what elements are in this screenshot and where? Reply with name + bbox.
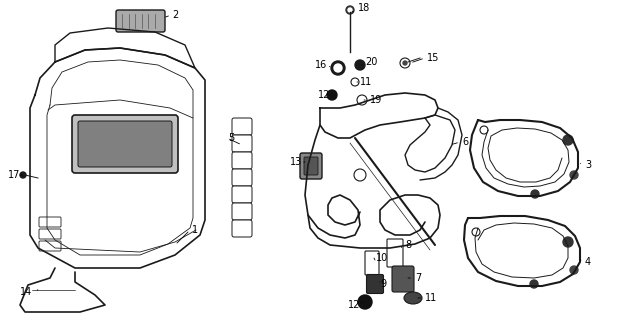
Circle shape <box>348 8 352 12</box>
Circle shape <box>346 6 354 14</box>
FancyBboxPatch shape <box>39 229 61 239</box>
Text: 17: 17 <box>8 170 20 180</box>
Circle shape <box>570 171 578 179</box>
Text: 2: 2 <box>172 10 178 20</box>
Circle shape <box>530 280 538 288</box>
Circle shape <box>20 172 26 178</box>
Circle shape <box>570 266 578 274</box>
Text: 4: 4 <box>585 257 591 267</box>
Text: 14: 14 <box>20 287 32 297</box>
FancyBboxPatch shape <box>232 152 252 169</box>
Circle shape <box>474 230 478 234</box>
Circle shape <box>355 60 365 70</box>
Circle shape <box>482 128 486 132</box>
Text: 3: 3 <box>585 160 591 170</box>
Circle shape <box>563 237 573 247</box>
Ellipse shape <box>404 292 422 304</box>
Text: 10: 10 <box>376 253 388 263</box>
Text: 11: 11 <box>425 293 437 303</box>
Circle shape <box>531 190 539 198</box>
Text: 11: 11 <box>360 77 372 87</box>
Text: 8: 8 <box>405 240 411 250</box>
Circle shape <box>327 90 337 100</box>
Text: 1: 1 <box>192 225 198 235</box>
FancyBboxPatch shape <box>232 203 252 220</box>
Circle shape <box>334 64 342 72</box>
FancyBboxPatch shape <box>232 118 252 135</box>
FancyBboxPatch shape <box>39 217 61 227</box>
FancyBboxPatch shape <box>72 115 178 173</box>
FancyBboxPatch shape <box>116 10 165 32</box>
FancyBboxPatch shape <box>392 266 414 292</box>
FancyBboxPatch shape <box>232 169 252 186</box>
Circle shape <box>563 135 573 145</box>
Text: 12: 12 <box>318 90 330 100</box>
Circle shape <box>331 61 345 75</box>
Text: 6: 6 <box>462 137 468 147</box>
Text: 15: 15 <box>427 53 440 63</box>
Text: 9: 9 <box>380 279 386 289</box>
Text: 19: 19 <box>370 95 382 105</box>
Text: 5: 5 <box>228 133 234 143</box>
Text: 7: 7 <box>415 273 421 283</box>
Circle shape <box>358 295 372 309</box>
Text: 12: 12 <box>348 300 361 310</box>
FancyBboxPatch shape <box>300 153 322 179</box>
FancyBboxPatch shape <box>78 121 172 167</box>
FancyBboxPatch shape <box>367 275 384 293</box>
Text: 18: 18 <box>358 3 371 13</box>
Circle shape <box>403 61 407 65</box>
FancyBboxPatch shape <box>365 251 379 275</box>
FancyBboxPatch shape <box>232 135 252 152</box>
FancyBboxPatch shape <box>387 239 403 267</box>
Text: 20: 20 <box>365 57 377 67</box>
FancyBboxPatch shape <box>232 220 252 237</box>
FancyBboxPatch shape <box>232 186 252 203</box>
FancyBboxPatch shape <box>39 241 61 251</box>
Text: 13: 13 <box>290 157 302 167</box>
FancyBboxPatch shape <box>304 157 318 175</box>
Text: 16: 16 <box>315 60 327 70</box>
